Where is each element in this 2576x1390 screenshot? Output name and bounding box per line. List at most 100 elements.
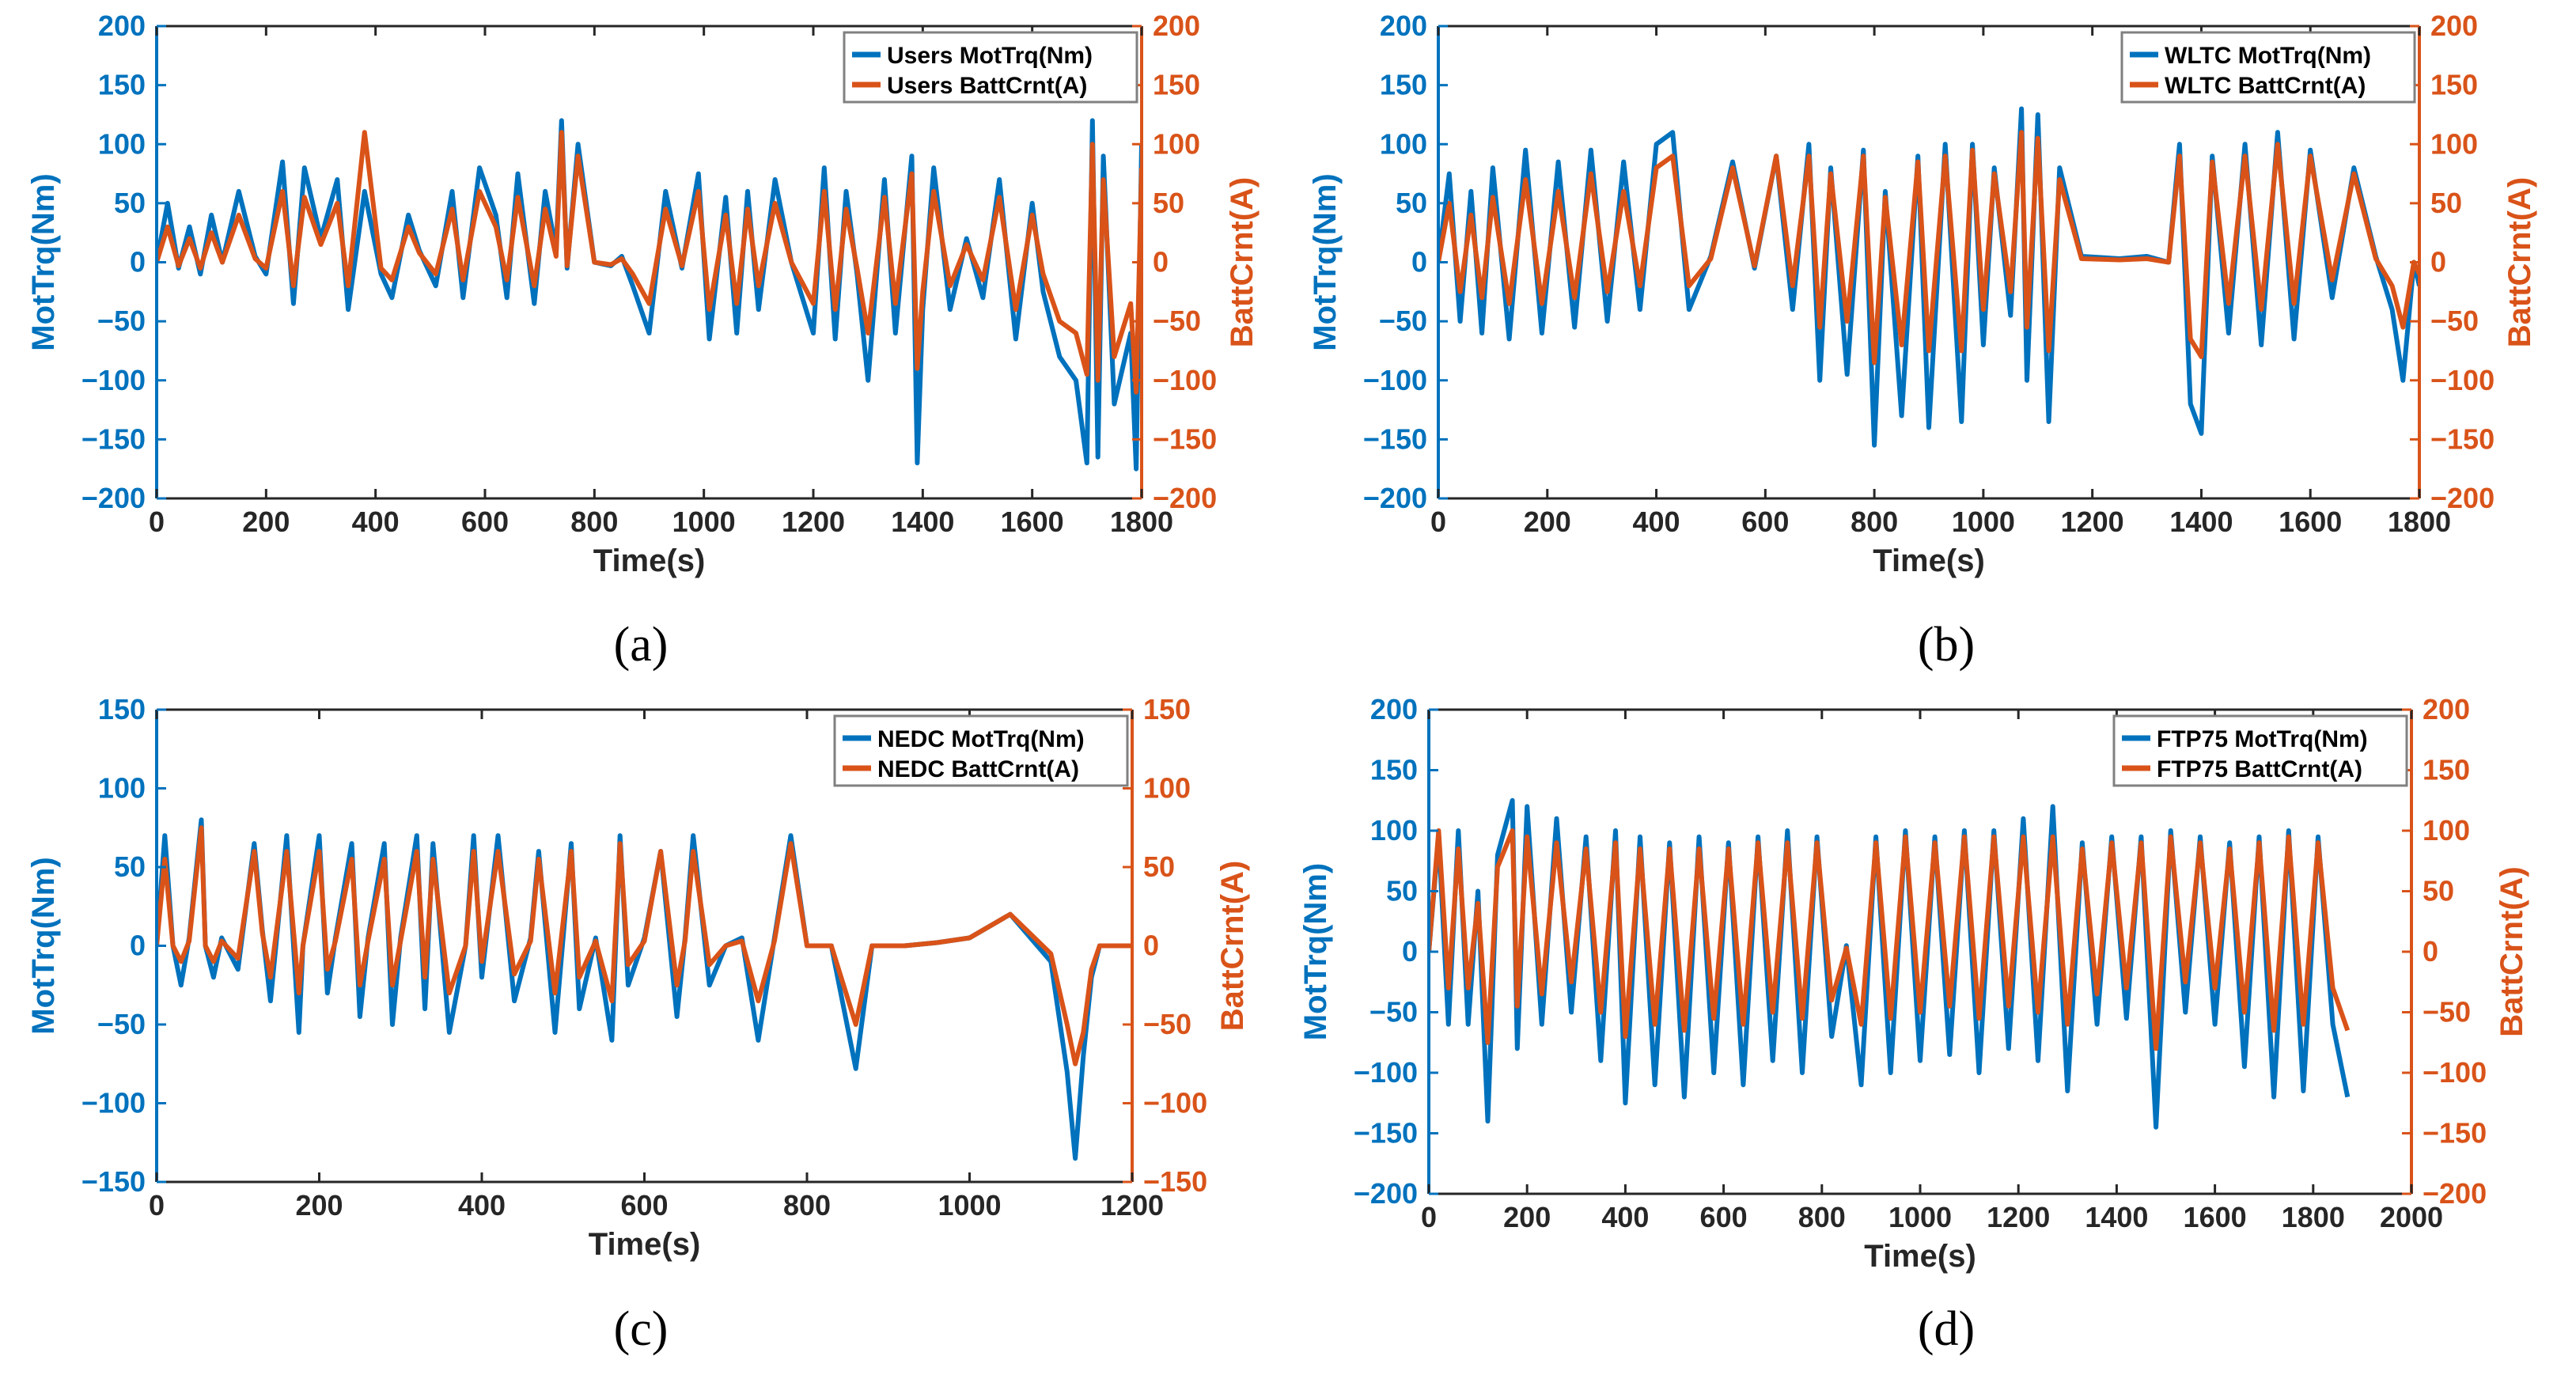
right-y-tick-label: 200 xyxy=(2430,9,2478,42)
left-y-axis-label: MotTrq(Nm) xyxy=(1308,173,1343,350)
plot-area xyxy=(157,118,1142,472)
x-tick-label: 1800 xyxy=(2282,1201,2345,1233)
left-y-tick-label: 50 xyxy=(1396,187,1427,219)
x-axis-label: Time(s) xyxy=(1864,1239,1976,1274)
series-line-battery-current xyxy=(1429,828,2351,1051)
right-y-tick-label: 0 xyxy=(1153,246,1169,278)
right-y-axis-label: BattCrnt(A) xyxy=(1215,861,1250,1032)
right-y-tick-label: −50 xyxy=(2423,996,2471,1028)
chart-panel-4: 0 200 400 600 800 1000 1200 1400 1600 1800 2000−20… xyxy=(1298,693,2529,1356)
x-tick-label: 200 xyxy=(295,1189,343,1221)
right-y-tick-label: −150 xyxy=(2423,1117,2487,1149)
x-tick-label: 800 xyxy=(1798,1201,1846,1233)
left-y-tick-label: 150 xyxy=(98,69,146,101)
legend-label: WLTC MotTrq(Nm) xyxy=(2165,43,2371,69)
left-y-tick-label: −150 xyxy=(81,1165,146,1198)
x-tick-label: 0 xyxy=(1421,1201,1437,1233)
x-tick-label: 400 xyxy=(1633,506,1680,538)
left-y-tick-label: 200 xyxy=(1380,9,1427,42)
x-tick-label: 1200 xyxy=(1100,1189,1164,1221)
x-tick-label: 1200 xyxy=(2061,506,2124,538)
right-y-tick-label: 100 xyxy=(1153,127,1200,160)
x-axis-label: Time(s) xyxy=(593,544,706,578)
right-y-tick-label: 200 xyxy=(2423,693,2470,725)
left-y-tick-label: −50 xyxy=(1379,305,1427,337)
x-axis-label: Time(s) xyxy=(589,1227,701,1262)
left-y-tick-label: −200 xyxy=(1363,482,1427,514)
left-y-axis-label: MotTrq(Nm) xyxy=(1298,863,1333,1040)
right-y-tick-label: −200 xyxy=(2423,1177,2487,1210)
series-line-battery-current xyxy=(1438,130,2419,365)
right-y-tick-label: 150 xyxy=(1153,69,1200,101)
right-y-tick-label: 100 xyxy=(2423,814,2470,846)
legend: NEDC MotTrq(Nm) NEDC BattCrnt(A) xyxy=(833,714,1129,787)
left-y-tick-label: 150 xyxy=(98,693,146,725)
left-y-tick-label: 50 xyxy=(114,850,146,883)
right-y-tick-label: 50 xyxy=(2423,875,2454,907)
plot-area xyxy=(1429,797,2351,1130)
legend-label: Users BattCrnt(A) xyxy=(887,73,1087,99)
left-y-tick-label: 50 xyxy=(114,187,146,219)
x-tick-label: 0 xyxy=(149,1189,165,1221)
right-y-tick-label: −200 xyxy=(1153,482,1217,514)
x-tick-label: 2000 xyxy=(2380,1201,2443,1233)
chart-panel-3: 0 200 400 600 800 1000 1200−150−100−5005010015… xyxy=(26,693,1250,1356)
chart-panel-2: 0 200 400 600 800 1000 1200 1400 1600 1800−200−15… xyxy=(1308,9,2537,672)
x-tick-label: 1200 xyxy=(1987,1201,2050,1233)
left-y-tick-label: 0 xyxy=(130,246,146,278)
x-tick-label: 600 xyxy=(1741,506,1789,538)
x-tick-label: 1000 xyxy=(1888,1201,1952,1233)
left-y-tick-label: 0 xyxy=(1402,935,1418,968)
x-tick-label: 1800 xyxy=(2388,506,2451,538)
right-y-tick-label: −100 xyxy=(1143,1087,1207,1119)
left-y-tick-label: 100 xyxy=(1380,127,1427,160)
right-y-tick-label: 150 xyxy=(2430,69,2478,101)
right-y-tick-label: −100 xyxy=(2430,364,2495,396)
left-y-tick-label: 100 xyxy=(1370,814,1418,846)
x-tick-label: 600 xyxy=(461,506,509,538)
legend-box xyxy=(2112,714,2408,787)
legend-label: FTP75 MotTrq(Nm) xyxy=(2157,726,2368,752)
right-y-tick-label: −150 xyxy=(1143,1165,1207,1198)
x-tick-label: 0 xyxy=(1430,506,1446,538)
legend-box xyxy=(833,714,1129,787)
right-y-tick-label: 100 xyxy=(2430,127,2478,160)
panel-caption: (c) xyxy=(614,1302,669,1356)
x-tick-label: 600 xyxy=(620,1189,668,1221)
legend: WLTC MotTrq(Nm) WLTC BattCrnt(A) xyxy=(2120,31,2416,104)
left-y-tick-label: 150 xyxy=(1370,754,1418,786)
right-y-tick-label: 0 xyxy=(1143,930,1159,962)
panel-caption: (a) xyxy=(614,618,669,672)
x-tick-label: 800 xyxy=(783,1189,831,1221)
x-tick-label: 1600 xyxy=(1001,506,1064,538)
x-tick-label: 200 xyxy=(1524,506,1571,538)
right-y-axis-label: BattCrnt(A) xyxy=(2495,866,2529,1037)
left-y-tick-label: −100 xyxy=(81,1087,146,1119)
left-y-tick-label: 0 xyxy=(1411,246,1427,278)
right-y-tick-label: 150 xyxy=(2423,754,2470,786)
right-y-tick-label: 50 xyxy=(1143,850,1175,883)
right-y-tick-label: 200 xyxy=(1153,9,1200,42)
left-y-tick-label: −50 xyxy=(1369,996,1418,1028)
left-y-tick-label: −100 xyxy=(1363,364,1427,396)
left-y-tick-label: −200 xyxy=(1354,1177,1418,1210)
left-y-axis-label: MotTrq(Nm) xyxy=(26,857,61,1034)
x-tick-label: 1400 xyxy=(2169,506,2233,538)
legend-label: FTP75 BattCrnt(A) xyxy=(2157,756,2362,782)
left-y-tick-label: −150 xyxy=(81,422,146,455)
legend-label: WLTC BattCrnt(A) xyxy=(2165,73,2366,99)
left-y-axis-label: MotTrq(Nm) xyxy=(26,173,61,350)
right-y-tick-label: −50 xyxy=(1143,1008,1191,1040)
right-y-tick-label: 0 xyxy=(2430,246,2446,278)
left-y-tick-label: 150 xyxy=(1380,69,1427,101)
right-y-tick-label: −200 xyxy=(2430,482,2495,514)
x-tick-label: 800 xyxy=(570,506,618,538)
left-y-tick-label: −50 xyxy=(97,305,146,337)
left-y-tick-label: −50 xyxy=(97,1008,146,1040)
legend: Users MotTrq(Nm) Users BattCrnt(A) xyxy=(843,31,1138,104)
panel-caption: (b) xyxy=(1918,618,1975,672)
right-y-tick-label: 50 xyxy=(1153,187,1184,219)
right-y-tick-label: −150 xyxy=(1153,422,1217,455)
series-line-motor-torque xyxy=(1429,797,2351,1130)
